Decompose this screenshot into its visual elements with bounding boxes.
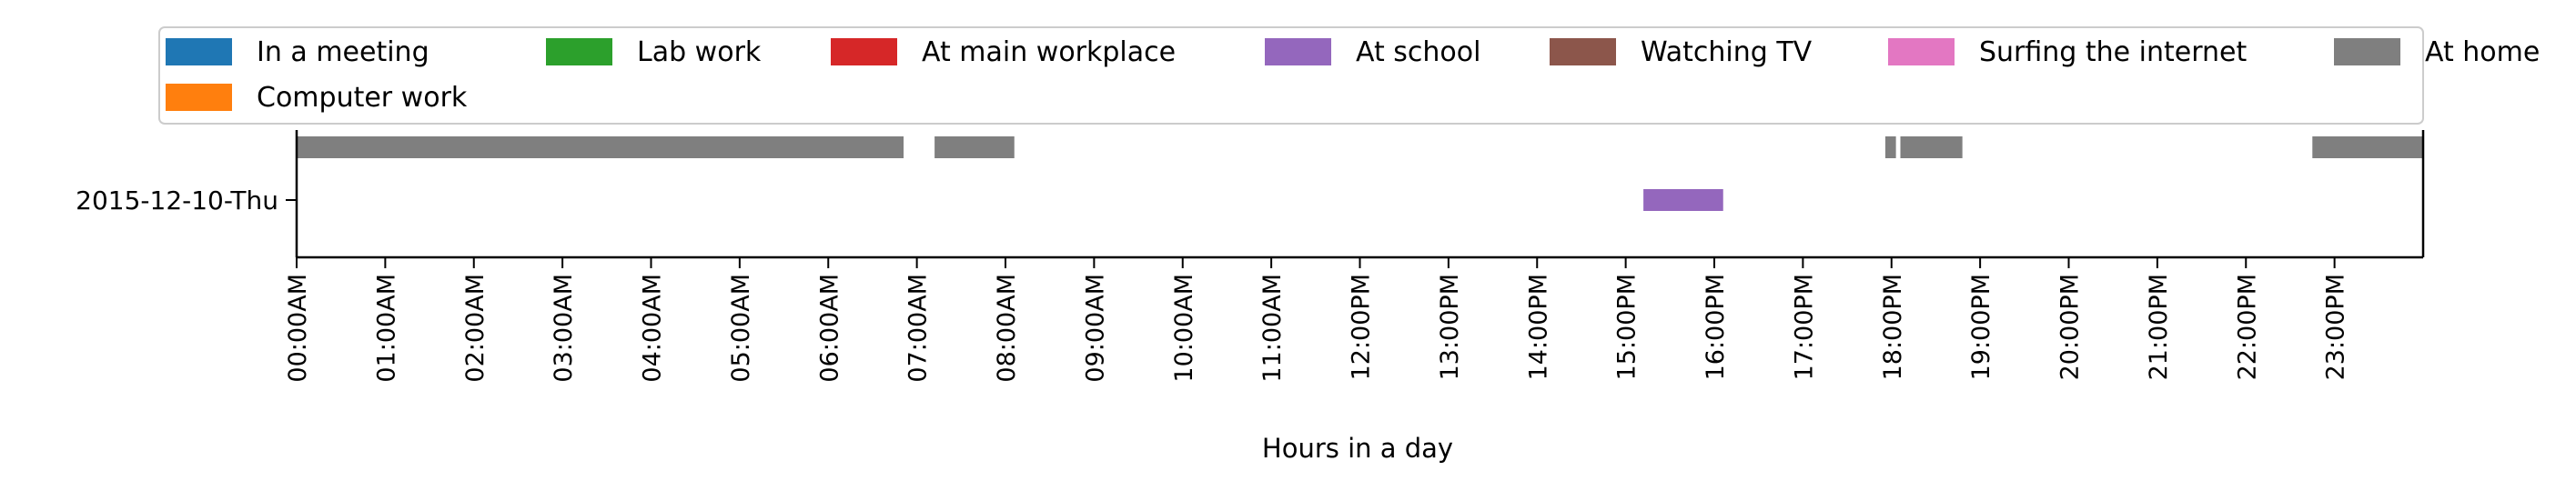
x-tick-label: 07:00AM xyxy=(904,274,933,383)
x-tick-label: 03:00AM xyxy=(550,274,578,383)
x-tick-label: 10:00AM xyxy=(1170,274,1198,383)
x-tick-label: 02:00AM xyxy=(461,274,490,383)
x-tick-label: 15:00PM xyxy=(1613,274,1642,380)
activity-segments xyxy=(297,136,2423,211)
x-tick-label: 09:00AM xyxy=(1081,274,1109,383)
x-tick-label: 14:00PM xyxy=(1524,274,1552,380)
legend-swatch xyxy=(2334,38,2400,65)
x-tick-label: 12:00PM xyxy=(1348,274,1376,380)
segment-at-home xyxy=(297,136,904,158)
x-tick-label: 11:00AM xyxy=(1258,274,1287,383)
legend-swatch xyxy=(1550,38,1616,65)
legend-label: Watching TV xyxy=(1641,36,1813,68)
segment-at-home xyxy=(934,136,1015,158)
legend-label: Lab work xyxy=(637,36,762,68)
legend-label: Surfing the internet xyxy=(1979,36,2247,68)
x-tick-label: 20:00PM xyxy=(2056,274,2085,380)
legend-label: At main workplace xyxy=(922,36,1176,68)
legend-frame xyxy=(158,26,2424,125)
x-tick-label: 18:00PM xyxy=(1879,274,1907,380)
x-tick-label: 06:00AM xyxy=(815,274,844,383)
legend-swatch xyxy=(546,38,612,65)
x-tick-label: 08:00AM xyxy=(993,274,1021,383)
legend-swatch xyxy=(166,38,232,65)
x-axis-label: Hours in a day xyxy=(1262,433,1453,464)
legend-swatch xyxy=(1888,38,1955,65)
segment-at-home xyxy=(2312,136,2423,158)
x-tick-label: 21:00PM xyxy=(2145,274,2173,380)
x-tick-label: 00:00AM xyxy=(284,274,312,383)
segment-at-home xyxy=(1900,136,1963,158)
x-tick-label: 22:00PM xyxy=(2233,274,2261,380)
legend: In a meeting Lab work At main workplace At … xyxy=(158,26,2540,125)
axes: 00:00AM 01:00AM 02:00AM 03:00AM 04:00AM 05:00… xyxy=(76,130,2425,383)
legend-label: Computer work xyxy=(257,82,468,114)
legend-swatch xyxy=(166,84,232,111)
segment-at-school xyxy=(1643,189,1723,211)
legend-label: In a meeting xyxy=(257,36,429,68)
x-tick-label: 05:00AM xyxy=(727,274,755,383)
legend-label: At home xyxy=(2425,36,2540,68)
legend-swatch xyxy=(1265,38,1331,65)
x-tick-label: 19:00PM xyxy=(1967,274,1995,380)
x-tick-label: 01:00AM xyxy=(372,274,400,383)
legend-label: At school xyxy=(1356,36,1480,68)
x-tick-label: 16:00PM xyxy=(1702,274,1730,380)
legend-swatch xyxy=(831,38,897,65)
y-tick-label: 2015-12-10-Thu xyxy=(76,185,278,215)
segment-at-home xyxy=(1884,136,1896,158)
x-tick-label: 23:00PM xyxy=(2322,274,2350,380)
x-tick-label: 04:00AM xyxy=(639,274,667,383)
x-tick-label: 13:00PM xyxy=(1436,274,1464,380)
x-tick-label: 17:00PM xyxy=(1790,274,1818,380)
